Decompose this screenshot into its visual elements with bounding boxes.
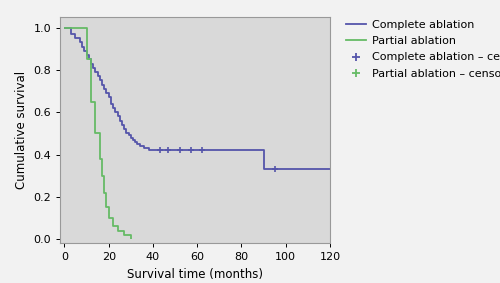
Y-axis label: Cumulative survival: Cumulative survival — [14, 71, 28, 189]
Legend: Complete ablation, Partial ablation, Complete ablation – censor, Partial ablatio: Complete ablation, Partial ablation, Com… — [346, 20, 500, 79]
X-axis label: Survival time (months): Survival time (months) — [127, 268, 263, 281]
